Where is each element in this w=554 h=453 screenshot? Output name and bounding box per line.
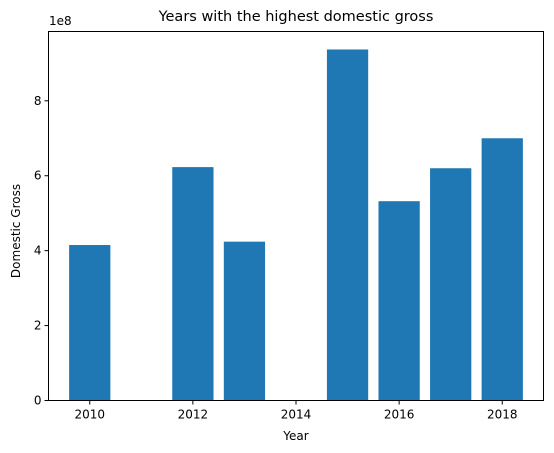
x-ticks-group: 2010 2012 2014 2016 2018 bbox=[74, 401, 517, 422]
y-offset-label: 1e8 bbox=[49, 14, 72, 28]
bar-2017 bbox=[430, 168, 471, 400]
bar-2016 bbox=[379, 201, 420, 400]
y-tick-label: 2 bbox=[34, 319, 42, 333]
y-tick-label: 8 bbox=[34, 94, 42, 108]
chart-title: Years with the highest domestic gross bbox=[158, 9, 434, 25]
y-tick-label: 4 bbox=[34, 244, 42, 258]
bar-2013 bbox=[224, 242, 265, 401]
x-tick-label: 2010 bbox=[74, 408, 105, 422]
y-ticks-group: 0 2 4 6 8 bbox=[34, 94, 49, 408]
x-tick-label: 2014 bbox=[281, 408, 312, 422]
bar-2010 bbox=[69, 245, 110, 400]
bars-group bbox=[69, 49, 523, 400]
x-tick-label: 2016 bbox=[384, 408, 415, 422]
bar-2015 bbox=[327, 49, 368, 400]
bar-2018 bbox=[482, 138, 523, 400]
x-tick-label: 2018 bbox=[487, 408, 518, 422]
bar-2012 bbox=[172, 167, 213, 400]
y-axis-label: Domestic Gross bbox=[9, 184, 23, 278]
x-axis-label: Year bbox=[282, 429, 308, 443]
y-tick-label: 6 bbox=[34, 169, 42, 183]
y-tick-label: 0 bbox=[34, 394, 42, 408]
x-tick-label: 2012 bbox=[178, 408, 209, 422]
